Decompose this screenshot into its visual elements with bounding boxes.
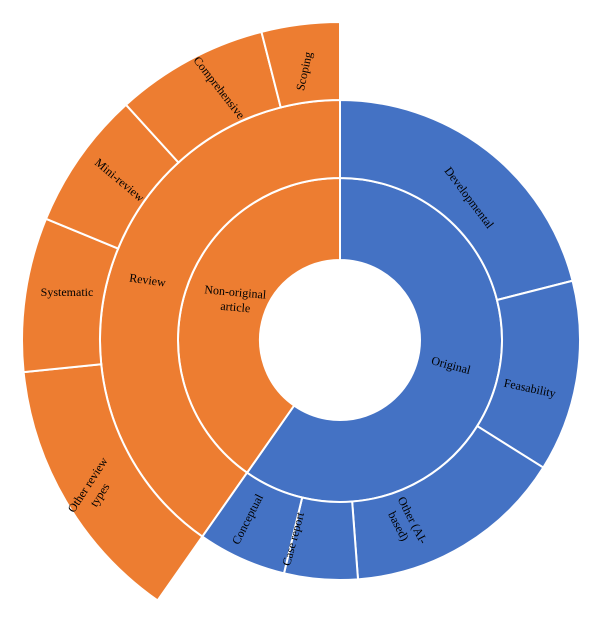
segment-outer-conceptual <box>200 471 304 575</box>
label-systematic: Systematic <box>41 285 94 299</box>
label-non-original-line2: article <box>220 299 251 316</box>
segment-outer-scoping <box>260 20 341 109</box>
label-non-original-line1: Non-original <box>204 282 268 301</box>
sunburst-segments <box>21 20 581 602</box>
label-review: Review <box>128 271 167 290</box>
